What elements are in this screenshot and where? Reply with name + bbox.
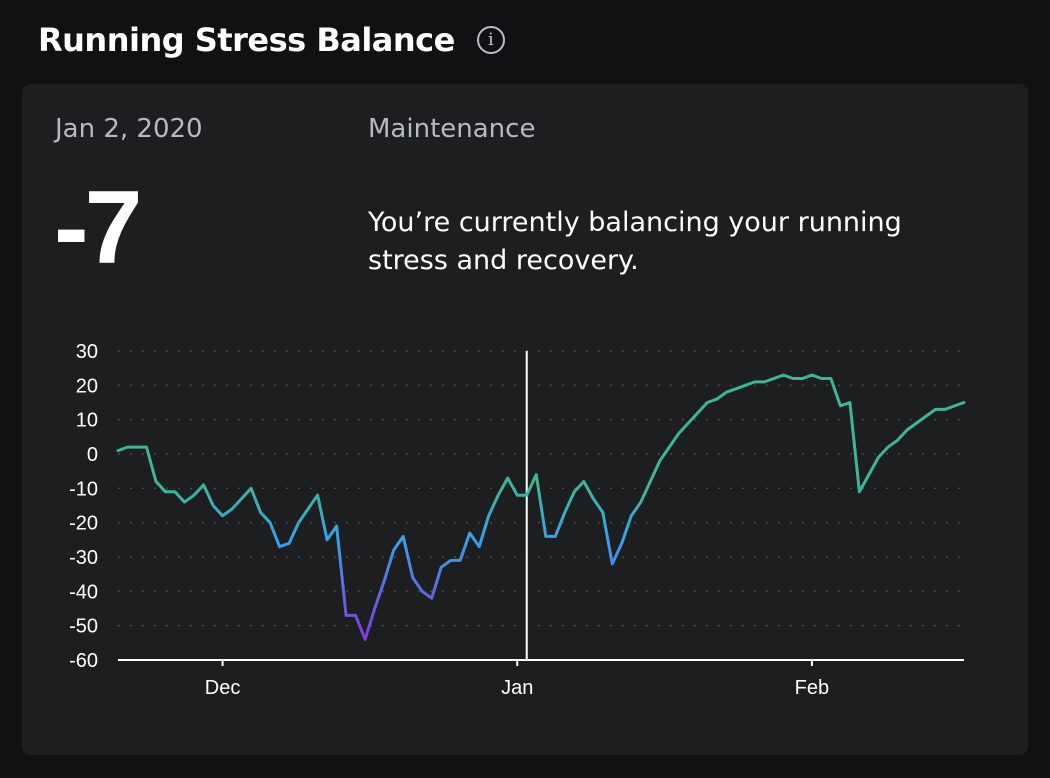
y-tick-label: -60: [69, 650, 98, 672]
y-tick-label: -10: [69, 478, 98, 500]
y-tick-label: -40: [69, 581, 98, 603]
series-group: [116, 373, 966, 641]
x-axis-ticks: Dec Jan Feb: [205, 660, 829, 699]
page-title: Running Stress Balance: [38, 21, 455, 59]
stress-balance-card: Jan 2, 2020 Maintenance -7 You’re curren…: [22, 84, 1028, 755]
y-tick-label: -20: [69, 513, 98, 535]
header: Running Stress Balance i: [38, 18, 505, 62]
y-tick-label: 10: [76, 410, 98, 432]
stress-balance-line: [116, 373, 966, 641]
x-tick-label: Jan: [501, 677, 533, 699]
y-axis: 30 20 10 0 -10 -20 -30 -40 -50 -60: [69, 341, 98, 672]
current-date: Jan 2, 2020: [55, 114, 203, 144]
y-tick-label: -50: [69, 616, 98, 638]
status-label: Maintenance: [368, 114, 536, 144]
balance-value: -7: [54, 170, 143, 286]
y-tick-label: 30: [76, 341, 98, 363]
info-icon[interactable]: i: [476, 26, 505, 54]
x-tick-label: Dec: [205, 677, 241, 699]
y-tick-label: 0: [87, 444, 98, 466]
y-tick-label: -30: [69, 547, 98, 569]
y-tick-label: 20: [76, 375, 98, 397]
status-description: You’re currently balancing your running …: [368, 207, 902, 276]
x-tick-label: Feb: [795, 677, 829, 699]
stress-balance-chart[interactable]: 30 20 10 0 -10 -20 -30 -40 -50 -60 Dec Jan Feb: [22, 334, 1028, 755]
